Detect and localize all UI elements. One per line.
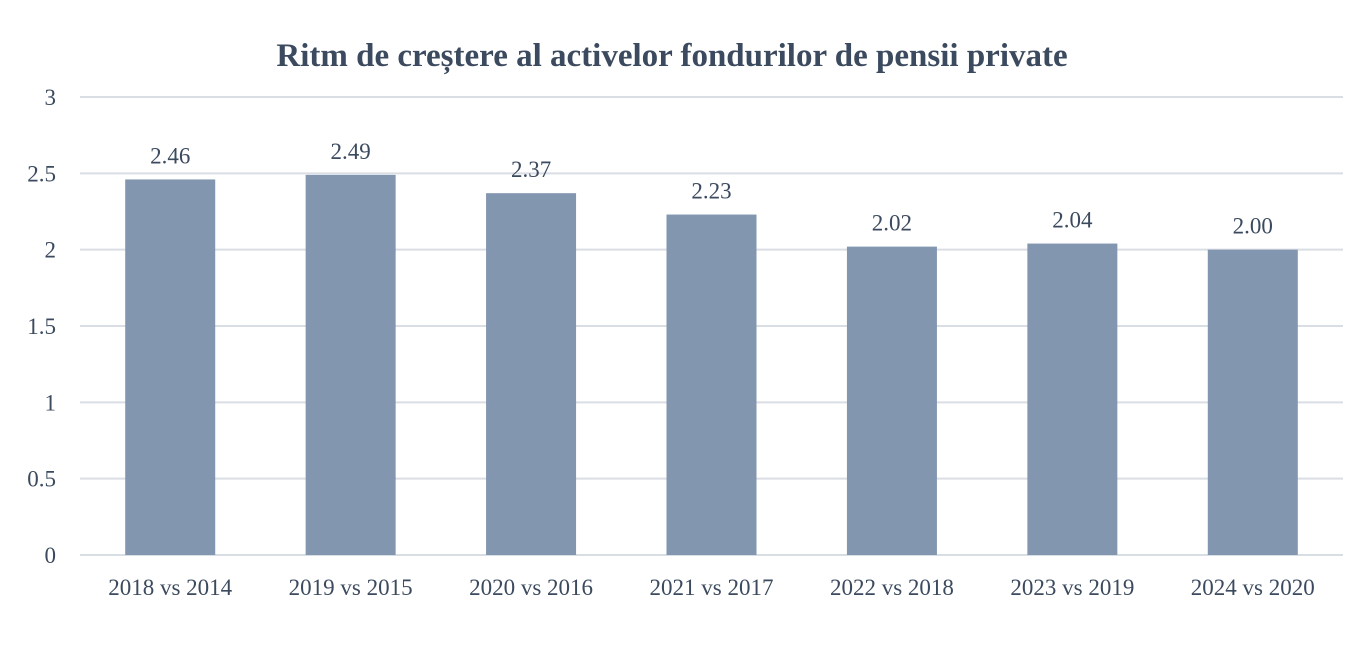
data-label: 2.00 [1233,214,1273,239]
chart-title: Ritm de creștere al activelor fondurilor… [276,38,1067,75]
data-label: 2.46 [150,143,190,168]
y-tick-label: 0.5 [27,467,56,492]
y-tick-label: 0 [45,543,57,568]
x-tick-label: 2022 vs 2018 [830,575,954,600]
bar [846,246,937,555]
data-label: 2.49 [331,139,371,164]
bar [666,214,757,555]
bar [1027,243,1118,555]
y-tick-label: 1 [45,390,57,415]
x-tick-label: 2020 vs 2016 [469,575,593,600]
x-tick-label: 2018 vs 2014 [108,575,232,600]
x-tick-label: 2024 vs 2020 [1191,575,1315,600]
bars [125,174,1298,556]
y-tick-label: 1.5 [27,314,56,339]
data-label: 2.23 [691,179,731,204]
x-tick-label: 2021 vs 2017 [650,575,774,600]
x-axis-ticks: 2018 vs 2014 2019 vs 2015 2020 vs 2016 2021… [108,575,1315,600]
bar [125,179,216,555]
bar [486,193,577,555]
x-tick-label: 2023 vs 2019 [1010,575,1134,600]
bar [305,174,396,556]
y-tick-label: 2 [45,238,57,263]
y-tick-label: 3 [45,85,57,110]
data-label: 2.04 [1052,208,1093,233]
y-tick-label: 2.5 [27,161,56,186]
data-label: 2.37 [511,157,551,182]
data-labels: 2.46 2.49 2.37 2.23 2.02 2.04 2.00 [150,139,1273,239]
y-axis-ticks: 0 0.5 1 1.5 2 2.5 3 [27,85,56,568]
data-label: 2.02 [872,211,912,236]
x-tick-label: 2019 vs 2015 [289,575,413,600]
bar [1207,249,1298,555]
